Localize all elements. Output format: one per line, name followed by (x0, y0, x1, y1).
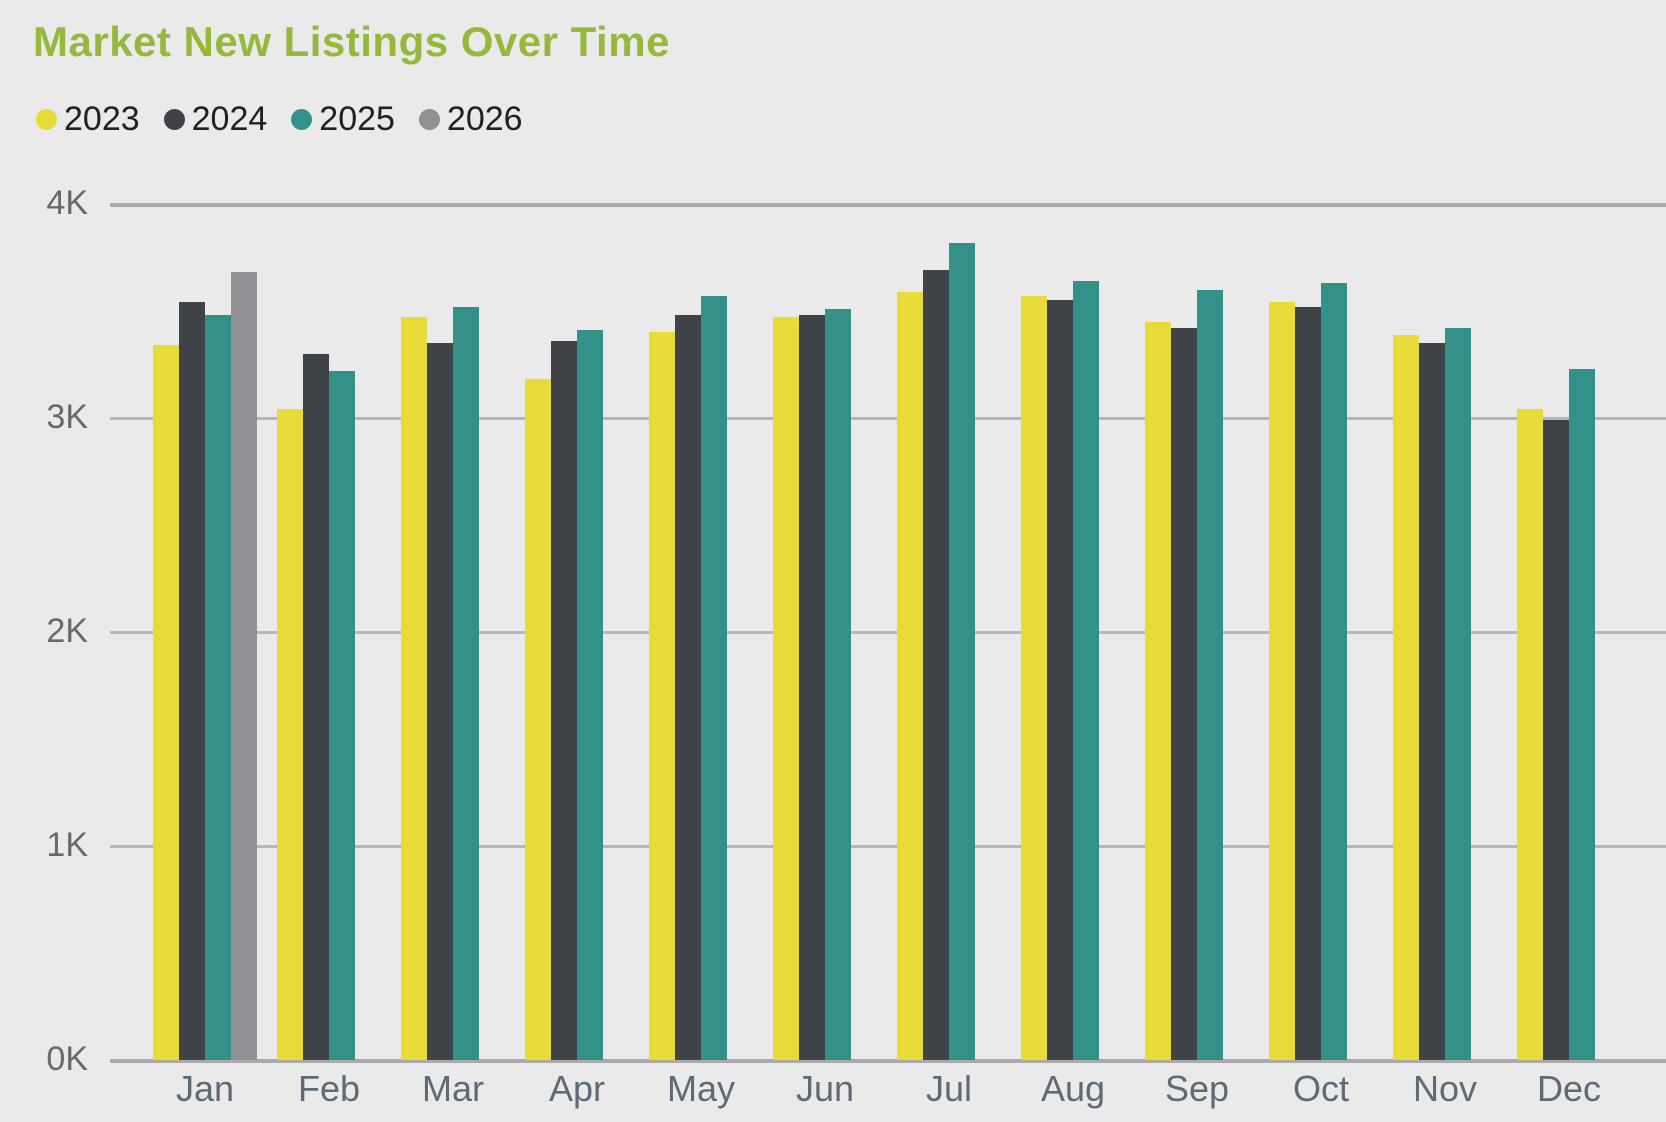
y-axis-tick-label: 0K (46, 1040, 88, 1078)
legend-label: 2025 (319, 100, 395, 138)
y-axis-tick-label: 2K (46, 612, 88, 650)
x-axis-tick-label: Jun (795, 1068, 855, 1109)
bar-2023-Jun[interactable] (773, 317, 799, 1060)
legend-marker-circle (418, 108, 440, 130)
bar-2025-Feb[interactable] (329, 370, 355, 1060)
x-axis-tick-label: Aug (1040, 1068, 1106, 1109)
y-axis-tick-label: 3K (46, 398, 88, 436)
bar-2024-Apr[interactable] (551, 340, 577, 1060)
bar-2024-Feb[interactable] (303, 353, 329, 1060)
legend-item-2023[interactable]: 2023 (36, 102, 140, 136)
bar-2025-Jul[interactable] (949, 242, 975, 1060)
bar-2023-Mar[interactable] (401, 317, 427, 1060)
legend-label: 2026 (446, 100, 523, 138)
bar-2024-Nov[interactable] (1419, 343, 1445, 1060)
legend-item-2024[interactable]: 2024 (163, 100, 268, 138)
gridline-3K (110, 417, 1666, 420)
x-axis-tick-label: May (666, 1068, 735, 1109)
chart-title: Market New Listings Over Time (33, 18, 670, 65)
bar-2023-Apr[interactable] (525, 379, 551, 1060)
bar-2026-Jan[interactable] (231, 272, 257, 1060)
legend: 2023 2024 2025 2026 (36, 102, 523, 136)
x-axis-tick-label: Feb (297, 1068, 361, 1109)
bar-2025-Dec[interactable] (1569, 368, 1595, 1060)
bar-2024-Jul[interactable] (923, 270, 949, 1060)
bar-2025-Nov[interactable] (1445, 328, 1471, 1060)
x-axis-tick-label: Jul (925, 1068, 973, 1109)
bar-2024-Aug[interactable] (1047, 300, 1073, 1060)
bar-2023-Jan[interactable] (153, 345, 179, 1060)
bar-2025-Apr[interactable] (577, 330, 603, 1060)
bar-2025-Jun[interactable] (825, 308, 851, 1060)
bar-2024-May[interactable] (675, 315, 701, 1060)
x-axis-tick-label: Dec (1536, 1068, 1602, 1109)
bar-2023-Aug[interactable] (1021, 296, 1047, 1060)
bar-2025-May[interactable] (701, 296, 727, 1060)
bar-2024-Jan[interactable] (179, 302, 205, 1060)
bar-2024-Oct[interactable] (1295, 306, 1321, 1060)
bar-2024-Mar[interactable] (427, 343, 453, 1060)
y-axis-tick-label: 1K (46, 826, 88, 864)
x-axis-tick-label: Sep (1164, 1068, 1230, 1109)
x-axis-tick-label: Mar (422, 1068, 484, 1109)
bar-2024-Jun[interactable] (799, 315, 825, 1060)
bar-2024-Sep[interactable] (1171, 328, 1197, 1060)
bar-2023-Oct[interactable] (1269, 302, 1295, 1060)
x-axis-tick-label: Apr (548, 1068, 606, 1109)
legend-marker-circle (163, 108, 185, 130)
legend-item-2025[interactable]: 2025 (291, 102, 395, 136)
x-axis-tick-label: Oct (1292, 1068, 1349, 1109)
y-axis-tick-label: 4K (46, 184, 88, 222)
gridline-1K (110, 845, 1666, 848)
gridline-4K (110, 203, 1666, 207)
bar-2023-Jul[interactable] (897, 291, 923, 1060)
bar-2025-Aug[interactable] (1073, 281, 1099, 1060)
bar-2025-Jan[interactable] (205, 315, 231, 1060)
legend-marker-circle (36, 108, 57, 130)
bar-2023-Feb[interactable] (277, 409, 303, 1060)
bar-2024-Dec[interactable] (1543, 420, 1569, 1060)
gridline-2K (110, 631, 1666, 634)
bar-2025-Mar[interactable] (453, 306, 479, 1060)
bar-2025-Sep[interactable] (1197, 289, 1223, 1060)
bar-2023-Nov[interactable] (1393, 334, 1419, 1060)
legend-label: 2023 (64, 100, 140, 138)
bar-2023-May[interactable] (649, 332, 675, 1060)
bar-2023-Dec[interactable] (1517, 409, 1543, 1060)
legend-marker-circle (291, 108, 313, 130)
x-axis-tick-label: Nov (1412, 1068, 1478, 1109)
legend-label: 2024 (191, 100, 268, 138)
gridline-0K (110, 1059, 1666, 1063)
bar-2025-Oct[interactable] (1321, 283, 1347, 1060)
legend-item-2026[interactable]: 2026 (418, 100, 523, 138)
plot-area (110, 203, 1666, 1063)
x-axis-tick-label: Jan (175, 1068, 235, 1109)
bar-2023-Sep[interactable] (1145, 321, 1171, 1060)
